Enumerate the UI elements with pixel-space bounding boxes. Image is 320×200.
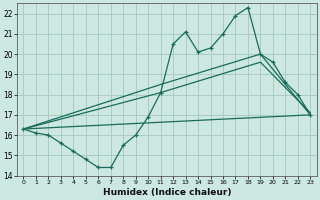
X-axis label: Humidex (Indice chaleur): Humidex (Indice chaleur) (103, 188, 231, 197)
